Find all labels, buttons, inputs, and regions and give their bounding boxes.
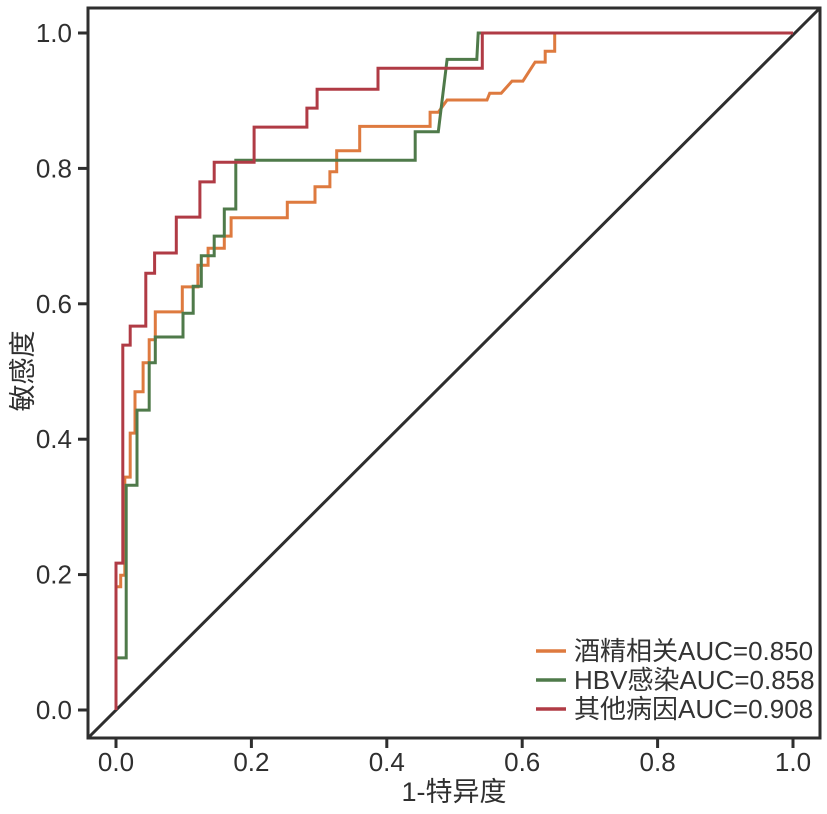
legend-item-HBV感染: HBV感染AUC=0.858	[536, 665, 815, 695]
legend-label: 酒精相关AUC=0.850	[574, 636, 813, 666]
curves-layer	[114, 31, 793, 710]
x-tick-label: 0.6	[504, 747, 540, 777]
y-tick-label: 1.0	[36, 18, 72, 48]
x-tick-label: 1.0	[775, 747, 811, 777]
legend-item-其他病因: 其他病因AUC=0.908	[536, 694, 813, 724]
y-tick-label: 0.8	[36, 153, 72, 183]
y-tick-label: 0.0	[36, 695, 72, 725]
roc-curve-其他病因	[114, 31, 793, 710]
legend-label: HBV感染AUC=0.858	[574, 665, 815, 695]
y-axis-label: 敏感度	[8, 331, 38, 412]
x-axis-label: 1-特异度	[401, 777, 506, 807]
plot-box	[86, 6, 822, 740]
x-tick-label: 0.4	[369, 747, 405, 777]
axes-layer: 0.0 0.2 0.4 0.6 0.8 1.0 0.0 0.2 0.4 0.6 0.8 1.0	[36, 6, 822, 777]
legend-item-酒精相关: 酒精相关AUC=0.850	[536, 636, 813, 666]
y-tick-label: 0.4	[36, 424, 72, 454]
roc-curve-酒精相关	[114, 31, 793, 710]
legend-label: 其他病因AUC=0.908	[574, 694, 813, 724]
roc-curve-HBV感染	[114, 31, 793, 710]
x-tick-label: 0.0	[98, 747, 134, 777]
y-tick-label: 0.6	[36, 289, 72, 319]
diagonal-reference-line	[86, 6, 822, 740]
y-tick-label: 0.2	[36, 560, 72, 590]
x-tick-label: 0.2	[233, 747, 269, 777]
x-tick-label: 0.8	[640, 747, 676, 777]
